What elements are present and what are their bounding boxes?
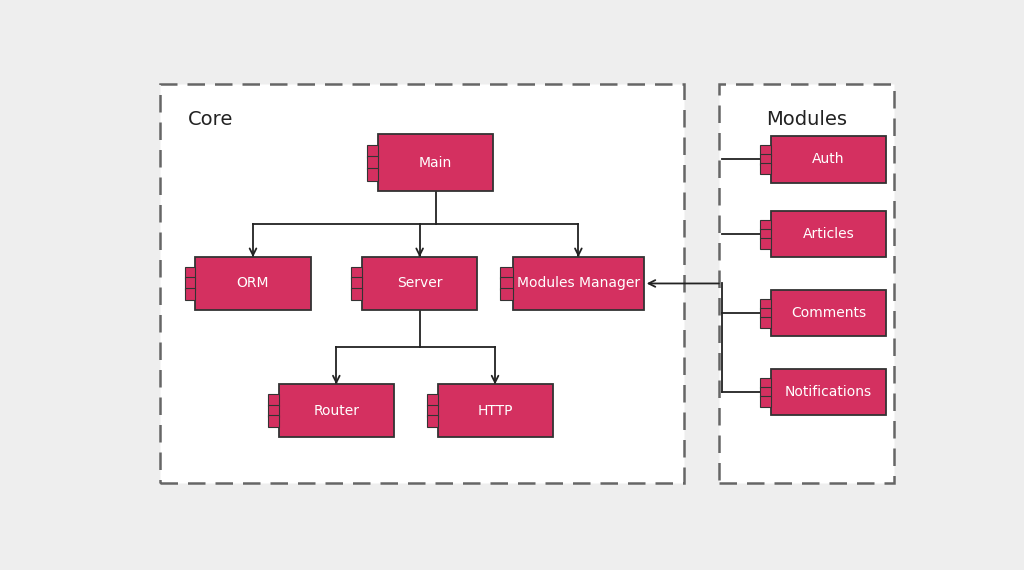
Bar bbox=[719, 84, 894, 483]
Bar bbox=[184, 278, 196, 290]
Bar bbox=[160, 84, 684, 483]
Text: Modules: Modules bbox=[766, 110, 847, 129]
Bar bbox=[279, 384, 394, 437]
Bar bbox=[367, 145, 378, 158]
Bar bbox=[501, 288, 513, 300]
Text: Main: Main bbox=[419, 156, 453, 170]
Text: Auth: Auth bbox=[812, 152, 845, 166]
Bar bbox=[184, 267, 196, 279]
Bar bbox=[268, 415, 279, 428]
Bar bbox=[196, 257, 310, 310]
Bar bbox=[427, 405, 437, 417]
Bar bbox=[351, 278, 362, 290]
Bar bbox=[427, 394, 437, 406]
Bar bbox=[351, 267, 362, 279]
Text: Comments: Comments bbox=[791, 306, 866, 320]
Bar bbox=[760, 299, 771, 309]
Bar bbox=[378, 134, 494, 192]
Bar bbox=[771, 290, 886, 336]
Bar bbox=[760, 145, 771, 156]
Text: Articles: Articles bbox=[803, 227, 854, 241]
Text: Core: Core bbox=[187, 110, 232, 129]
Bar bbox=[367, 156, 378, 169]
Bar bbox=[362, 257, 477, 310]
Bar bbox=[760, 238, 771, 249]
Bar bbox=[760, 154, 771, 165]
Bar bbox=[367, 168, 378, 181]
Text: Modules Manager: Modules Manager bbox=[517, 276, 640, 291]
Bar bbox=[760, 219, 771, 230]
Bar bbox=[760, 164, 771, 174]
Bar bbox=[760, 387, 771, 397]
Bar bbox=[771, 211, 886, 257]
Text: Server: Server bbox=[397, 276, 442, 291]
Bar bbox=[268, 394, 279, 406]
Bar bbox=[771, 136, 886, 182]
Bar bbox=[427, 415, 437, 428]
Bar bbox=[760, 317, 771, 328]
Bar bbox=[184, 288, 196, 300]
Bar bbox=[771, 369, 886, 415]
Bar bbox=[501, 267, 513, 279]
Text: Router: Router bbox=[313, 404, 359, 418]
Text: HTTP: HTTP bbox=[477, 404, 513, 418]
Bar bbox=[760, 377, 771, 388]
Bar bbox=[760, 308, 771, 319]
Text: ORM: ORM bbox=[237, 276, 269, 291]
Bar bbox=[760, 229, 771, 239]
Bar bbox=[501, 278, 513, 290]
Text: Notifications: Notifications bbox=[784, 385, 871, 399]
Bar bbox=[351, 288, 362, 300]
Bar bbox=[437, 384, 553, 437]
Bar bbox=[268, 405, 279, 417]
Bar bbox=[513, 257, 644, 310]
Bar bbox=[760, 396, 771, 406]
